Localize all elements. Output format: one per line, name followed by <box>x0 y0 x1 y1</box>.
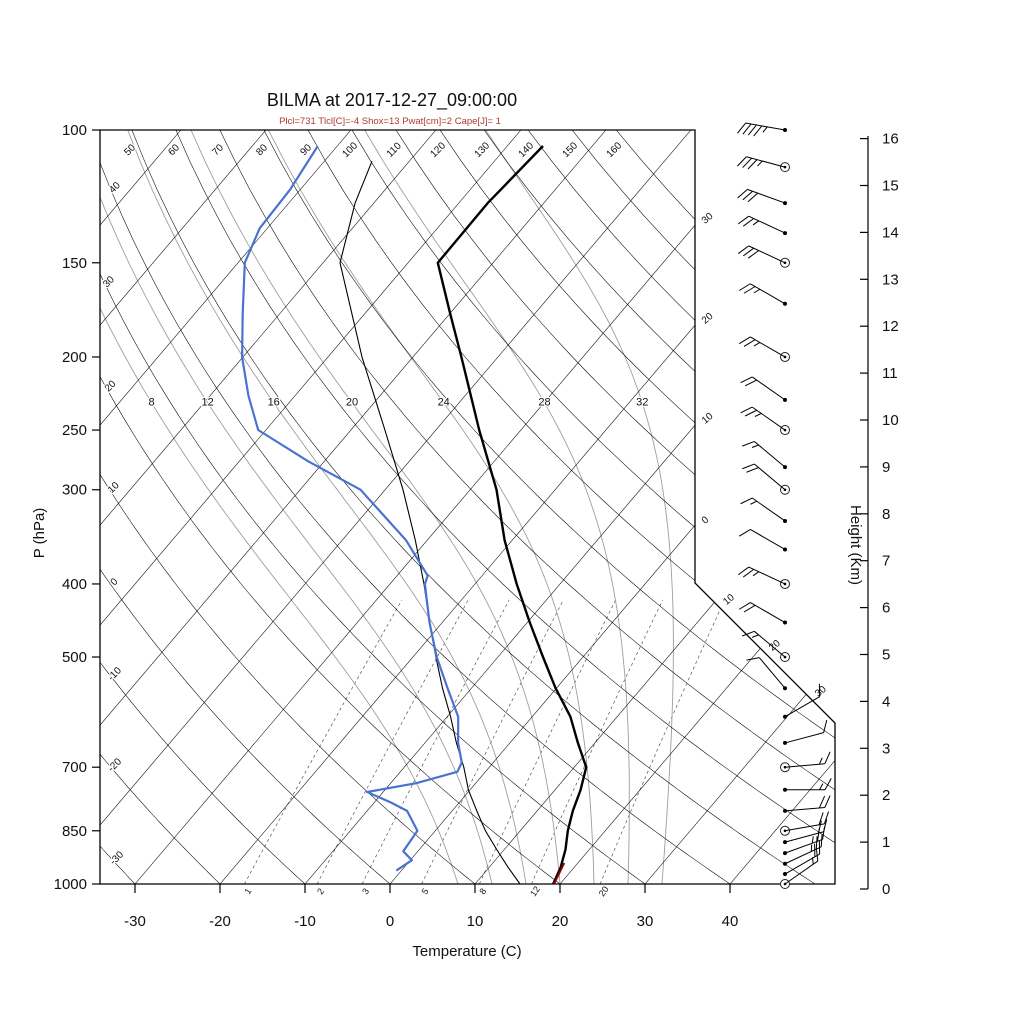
svg-text:32: 32 <box>636 397 648 409</box>
svg-text:10: 10 <box>721 592 737 608</box>
svg-text:10: 10 <box>700 411 716 427</box>
height-axis-label: Height (Km) <box>847 505 864 585</box>
svg-text:130: 130 <box>473 140 493 160</box>
svg-text:-10: -10 <box>106 665 124 683</box>
svg-text:30: 30 <box>637 913 654 930</box>
svg-text:400: 400 <box>62 576 87 593</box>
svg-text:40: 40 <box>107 180 123 196</box>
svg-text:30: 30 <box>700 211 716 227</box>
svg-text:12: 12 <box>882 318 899 335</box>
chart-layers: 50 60 70 80 90 100 110 120 130 140 150 160403020100… <box>54 122 899 930</box>
background-isopleths <box>100 130 835 884</box>
svg-text:8: 8 <box>882 506 890 523</box>
svg-text:20: 20 <box>700 311 716 327</box>
svg-text:12: 12 <box>201 397 213 409</box>
svg-text:-10: -10 <box>294 913 316 930</box>
svg-text:-20: -20 <box>209 913 231 930</box>
svg-text:24: 24 <box>438 397 450 409</box>
svg-text:20: 20 <box>346 397 358 409</box>
svg-text:12: 12 <box>528 884 542 898</box>
svg-text:1000: 1000 <box>54 876 87 893</box>
svg-text:1: 1 <box>882 834 890 851</box>
svg-text:0: 0 <box>386 913 394 930</box>
svg-text:16: 16 <box>882 131 899 148</box>
svg-text:8: 8 <box>149 397 155 409</box>
svg-text:120: 120 <box>428 140 448 160</box>
svg-text:20: 20 <box>767 638 783 654</box>
svg-text:7: 7 <box>882 553 890 570</box>
svg-text:300: 300 <box>62 482 87 499</box>
sounding-profiles <box>241 145 588 884</box>
svg-text:10: 10 <box>106 480 122 496</box>
svg-text:16: 16 <box>268 397 280 409</box>
svg-text:8: 8 <box>477 886 488 896</box>
svg-text:4: 4 <box>882 693 890 710</box>
svg-text:500: 500 <box>62 649 87 666</box>
svg-text:1: 1 <box>242 886 253 896</box>
svg-text:5: 5 <box>420 886 431 896</box>
svg-text:20: 20 <box>552 913 569 930</box>
svg-text:30: 30 <box>813 684 829 700</box>
svg-text:9: 9 <box>882 459 890 476</box>
svg-text:20: 20 <box>597 884 611 898</box>
svg-text:10: 10 <box>467 913 484 930</box>
svg-text:-30: -30 <box>108 849 126 867</box>
svg-text:30: 30 <box>101 274 117 290</box>
svg-text:15: 15 <box>882 178 899 195</box>
svg-text:0: 0 <box>882 881 890 898</box>
chart-title: BILMA at 2017-12-27_09:00:00 <box>267 90 517 111</box>
svg-text:0: 0 <box>700 514 712 526</box>
svg-text:-20: -20 <box>106 756 124 774</box>
svg-text:10: 10 <box>882 412 899 429</box>
svg-text:100: 100 <box>62 122 87 139</box>
svg-text:14: 14 <box>882 224 899 241</box>
svg-text:13: 13 <box>882 271 899 288</box>
pressure-axis-label: P (hPa) <box>31 508 48 559</box>
svg-text:80: 80 <box>254 142 270 158</box>
svg-text:850: 850 <box>62 823 87 840</box>
wind-barb-column <box>737 122 832 889</box>
svg-text:200: 200 <box>62 349 87 366</box>
svg-text:250: 250 <box>62 422 87 439</box>
svg-text:-30: -30 <box>124 913 146 930</box>
svg-text:160: 160 <box>605 140 625 160</box>
svg-text:3: 3 <box>882 740 890 757</box>
svg-text:150: 150 <box>62 255 87 272</box>
lcl-cape-info: Plcl=731 Tlcl[C]=-4 Shox=13 Pwat[cm]=2 C… <box>279 116 501 127</box>
svg-text:0: 0 <box>109 576 121 588</box>
svg-text:28: 28 <box>538 397 550 409</box>
svg-text:40: 40 <box>722 913 739 930</box>
svg-text:700: 700 <box>62 759 87 776</box>
svg-text:2: 2 <box>315 886 326 896</box>
svg-text:50: 50 <box>122 142 138 158</box>
svg-text:3: 3 <box>360 886 371 896</box>
temperature-axis-label: Temperature (C) <box>412 943 521 960</box>
svg-text:20: 20 <box>103 378 119 394</box>
svg-text:150: 150 <box>561 140 581 160</box>
plot-frame <box>99 129 836 885</box>
isopleth-labels: 50 60 70 80 90 100 110 120 130 140 150 160403020100… <box>100 139 830 899</box>
svg-text:5: 5 <box>882 647 890 664</box>
svg-text:11: 11 <box>882 365 898 382</box>
svg-text:2: 2 <box>882 787 890 804</box>
svg-text:6: 6 <box>882 600 890 617</box>
svg-text:100: 100 <box>340 140 360 160</box>
svg-text:70: 70 <box>210 142 226 158</box>
svg-text:110: 110 <box>385 140 404 159</box>
